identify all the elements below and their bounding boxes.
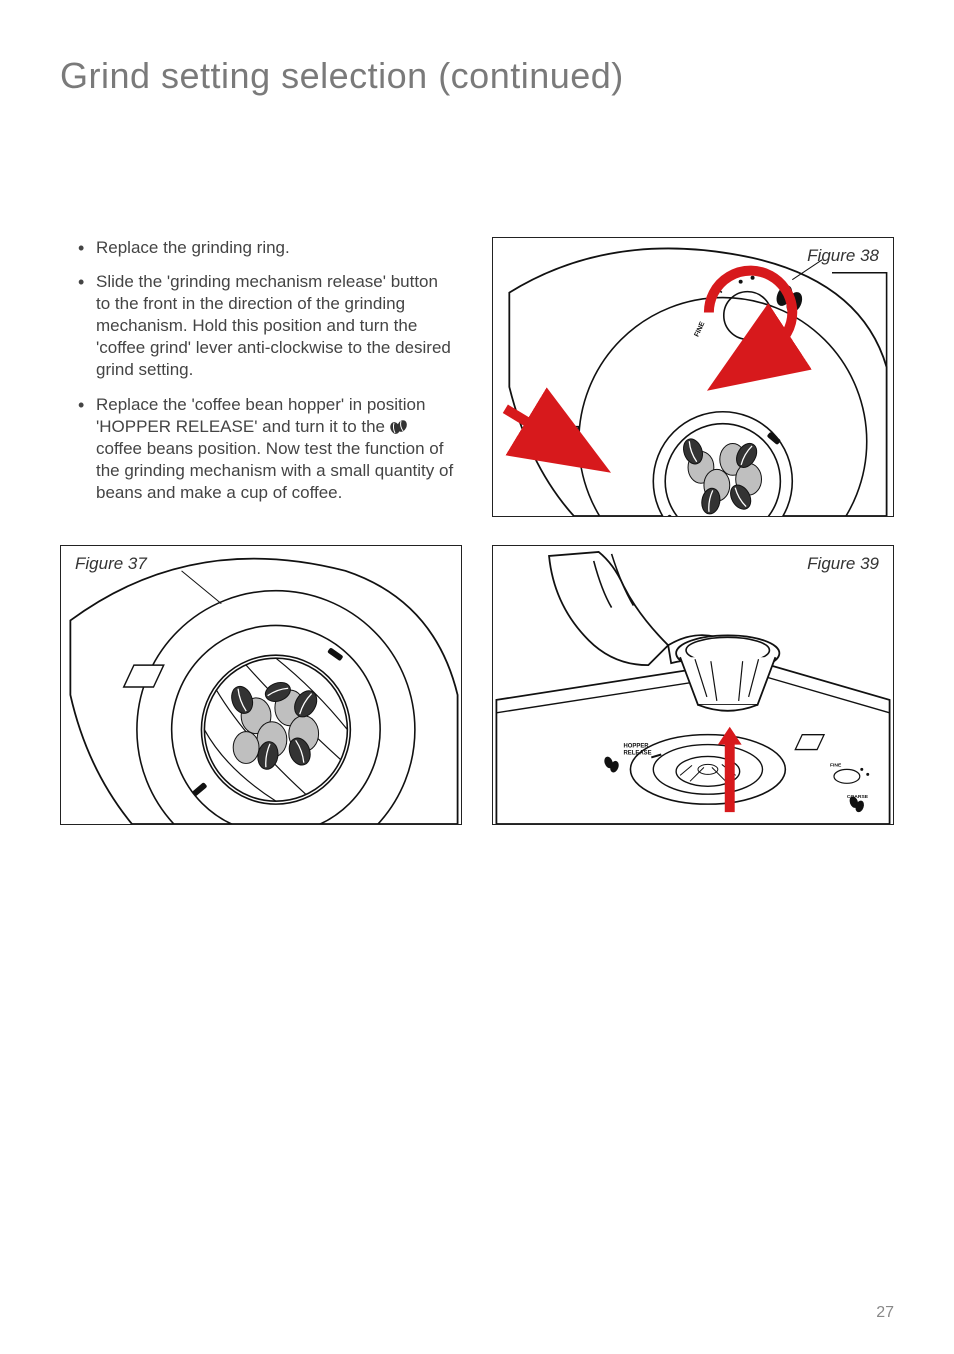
- bullet-text: Slide the 'grinding mechanism release' b…: [96, 272, 451, 379]
- figure-39: Figure 39: [492, 545, 894, 825]
- bullet-text: Replace the 'coffee bean hopper' in posi…: [96, 395, 453, 502]
- figure-37: Figure 37: [60, 545, 462, 825]
- svg-text:RELEASE: RELEASE: [624, 751, 652, 757]
- figure-label: Figure 39: [807, 554, 879, 574]
- figure-37-svg: [61, 546, 461, 824]
- figure-39-svg: HOPPER RELEASE FINE COARSE: [493, 546, 893, 824]
- bullet-text: Replace the grinding ring.: [96, 238, 290, 257]
- coffee-beans-icon: [390, 419, 408, 435]
- figure-38-svg: FINE COARSE: [493, 238, 893, 516]
- svg-text:FINE: FINE: [830, 762, 842, 768]
- content-grid: Replace the grinding ring. Slide the 'gr…: [60, 237, 894, 825]
- page-number: 27: [876, 1304, 894, 1322]
- figure-label: Figure 37: [75, 554, 147, 574]
- instruction-list: Replace the grinding ring. Slide the 'gr…: [60, 237, 462, 517]
- page-title: Grind setting selection (continued): [60, 55, 894, 97]
- figure-38: Figure 38 FINE COA: [492, 237, 894, 517]
- hopper-release-label: HOPPER: [624, 744, 650, 750]
- list-item: Slide the 'grinding mechanism release' b…: [78, 271, 454, 381]
- figure-label: Figure 38: [807, 246, 879, 266]
- fine-label: FINE: [693, 321, 706, 339]
- list-item: Replace the 'coffee bean hopper' in posi…: [78, 394, 454, 504]
- list-item: Replace the grinding ring.: [78, 237, 454, 259]
